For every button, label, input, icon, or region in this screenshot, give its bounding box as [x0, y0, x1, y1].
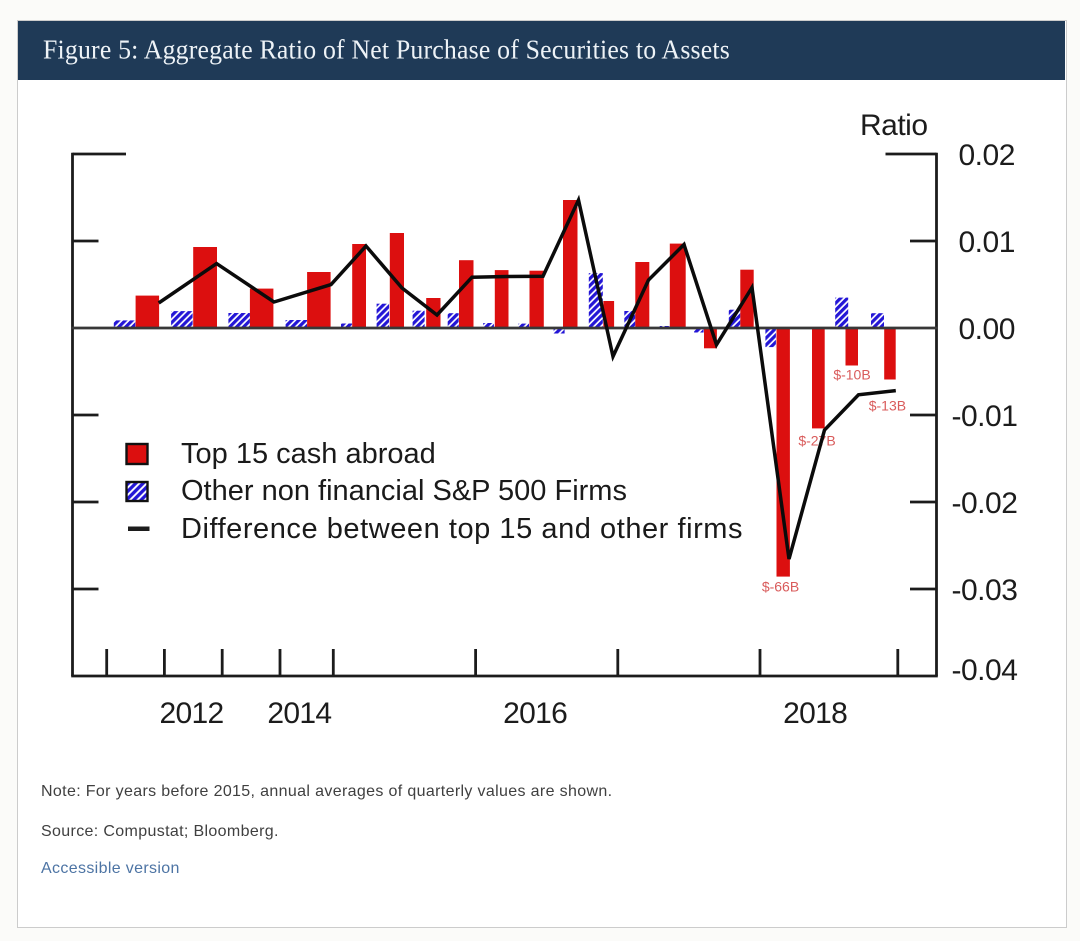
svg-text:$-13B: $-13B [869, 397, 906, 413]
svg-text:$-10B: $-10B [833, 367, 870, 383]
svg-text:$-66B: $-66B [762, 579, 799, 595]
svg-text:$-27B: $-27B [798, 433, 835, 449]
